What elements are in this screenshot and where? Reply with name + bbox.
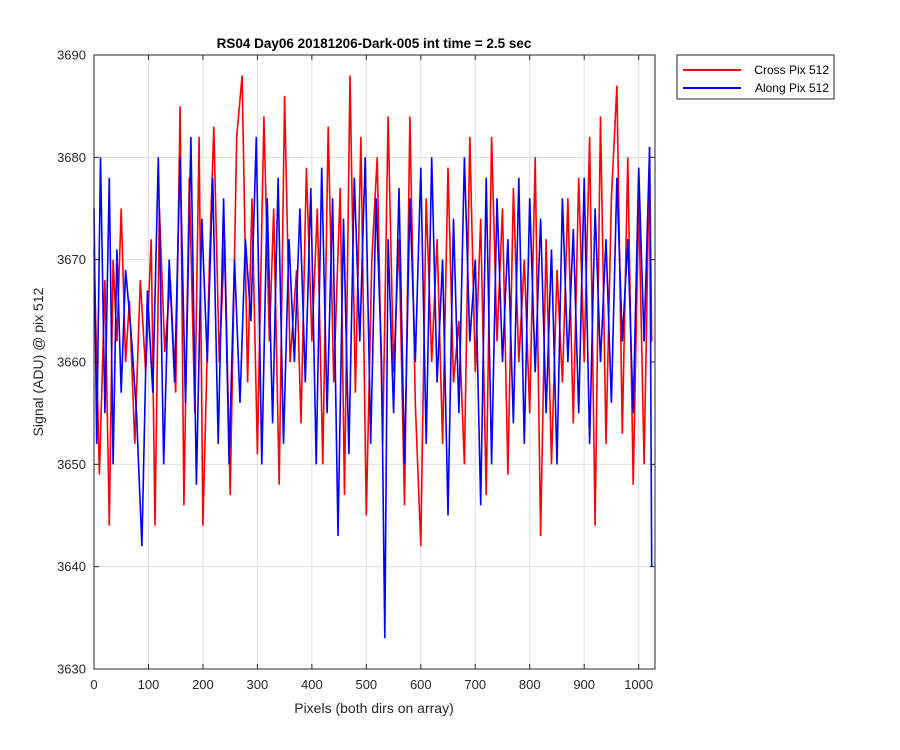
y-tick-label-5: 3680 [57, 150, 86, 165]
legend: Cross Pix 512 Along Pix 512 [676, 54, 835, 100]
x-tick-label-9: 900 [573, 677, 595, 692]
x-tick-label-0: 0 [90, 677, 97, 692]
y-tick-label-6: 3690 [57, 48, 86, 63]
x-tick-label-2: 200 [192, 677, 214, 692]
series-line-1 [93, 136, 653, 639]
y-tick-label-0: 3630 [57, 662, 86, 677]
y-tick-label-3: 3660 [57, 355, 86, 370]
y-tick-label-2: 3650 [57, 457, 86, 472]
chart-title: RS04 Day06 20181206-Dark-005 int time = … [217, 36, 532, 51]
axis-ticks: 0 100 200 300 400 500 600 700 800 900 1000 3630 3640… [57, 48, 655, 692]
x-tick-label-1: 100 [138, 677, 160, 692]
x-axis-title: Pixels (both dirs on array) [294, 700, 454, 716]
legend-box [676, 54, 835, 100]
x-tick-label-7: 700 [464, 677, 486, 692]
x-tick-label-4: 400 [301, 677, 323, 692]
y-tick-label-1: 3640 [57, 559, 86, 574]
y-tick-label-4: 3670 [57, 252, 86, 267]
x-tick-label-6: 600 [410, 677, 432, 692]
x-tick-label-8: 800 [519, 677, 541, 692]
legend-label-along: Along Pix 512 [755, 81, 829, 95]
legend-label-cross: Cross Pix 512 [754, 63, 829, 77]
x-tick-label-5: 500 [355, 677, 377, 692]
y-axis-title: Signal (ADU) @ pix 512 [30, 287, 46, 436]
series-lines [93, 75, 653, 639]
x-tick-label-10: 1000 [624, 677, 653, 692]
x-tick-label-3: 300 [247, 677, 269, 692]
